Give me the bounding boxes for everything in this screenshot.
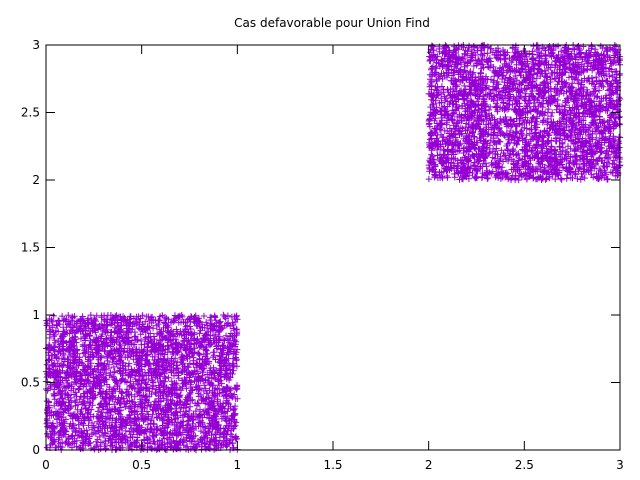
scatter-point-cluster [425,41,624,184]
x-tick-label: 0 [42,458,50,472]
x-tick-label: 0.5 [132,458,151,472]
x-tick-label: 2 [425,458,433,472]
x-tick-label: 2.5 [515,458,534,472]
x-tick-label: 1 [234,458,242,472]
y-tick-label: 2 [32,173,40,187]
scatter-point-cluster [42,311,241,454]
y-tick-label: 2.5 [21,106,40,120]
y-tick-label: 3 [32,38,40,52]
y-tick-label: 1.5 [21,241,40,255]
x-tick-label: 1.5 [323,458,342,472]
x-tick-label: 3 [616,458,624,472]
ticks-layer: 0 0.5 1 1.5 2 2.5 3 0 0.5 1 1.5 2 2.5 3 [21,38,624,472]
y-tick-label: 0 [32,443,40,457]
scatter-series [42,41,624,454]
chart-title: Cas defavorable pour Union Find [234,16,430,30]
y-tick-label: 1 [32,308,40,322]
points-layer [42,41,624,454]
y-tick-label: 0.5 [21,376,40,390]
